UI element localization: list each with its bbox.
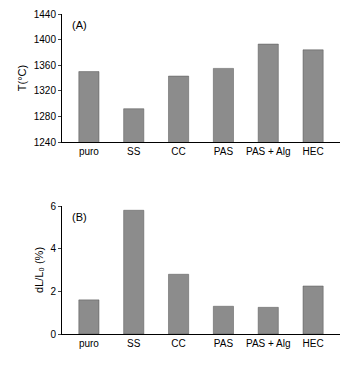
svg-text:HEC: HEC <box>303 146 324 157</box>
svg-text:6: 6 <box>50 201 56 212</box>
svg-text:dL/L₀ (%): dL/L₀ (%) <box>33 247 45 293</box>
svg-text:(B): (B) <box>72 211 87 223</box>
svg-text:CC: CC <box>171 146 185 157</box>
svg-text:PAS + Alg: PAS + Alg <box>246 338 291 349</box>
svg-text:(A): (A) <box>72 19 87 31</box>
svg-text:2: 2 <box>50 286 56 297</box>
svg-text:CC: CC <box>171 338 185 349</box>
svg-text:0: 0 <box>50 329 56 340</box>
svg-text:PAS: PAS <box>214 338 234 349</box>
svg-text:SS: SS <box>127 338 141 349</box>
svg-text:4: 4 <box>50 243 56 254</box>
svg-text:puro: puro <box>79 338 99 349</box>
svg-text:1400: 1400 <box>34 34 57 45</box>
svg-text:puro: puro <box>79 146 99 157</box>
svg-text:1360: 1360 <box>34 60 57 71</box>
svg-text:PAS + Alg: PAS + Alg <box>246 146 291 157</box>
svg-text:HEC: HEC <box>303 338 324 349</box>
svg-text:T(°C): T(°C) <box>16 65 28 91</box>
svg-text:1240: 1240 <box>34 137 57 148</box>
svg-text:1440: 1440 <box>34 9 57 20</box>
svg-text:1280: 1280 <box>34 111 57 122</box>
svg-text:PAS: PAS <box>214 146 234 157</box>
svg-text:SS: SS <box>127 146 141 157</box>
svg-text:1320: 1320 <box>34 85 57 96</box>
